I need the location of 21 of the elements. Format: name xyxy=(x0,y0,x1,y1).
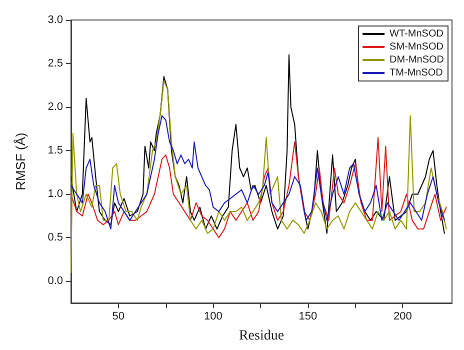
x-tick-label: 100 xyxy=(204,310,222,322)
x-tick-label: 150 xyxy=(298,310,318,322)
y-tick-label: 3.0 xyxy=(48,14,63,26)
x-tick-label: 50 xyxy=(112,310,125,322)
y-tick-label: 1.5 xyxy=(48,144,63,157)
y-tick-label: 2.5 xyxy=(48,58,63,70)
line-series xyxy=(70,80,447,274)
y-tick-label: 1.0 xyxy=(48,188,63,200)
y-tick-label: 0.5 xyxy=(48,232,63,244)
y-tick-label: 0.0 xyxy=(48,275,63,288)
legend-label: SM-MnSOD xyxy=(390,42,444,52)
legend-label: WT-MnSOD xyxy=(390,28,444,40)
x-axis-title: Residue xyxy=(238,328,284,344)
line-series xyxy=(70,115,445,230)
y-tick-label: 2.0 xyxy=(48,101,63,114)
x-tick-label: 200 xyxy=(394,310,412,322)
line-series xyxy=(70,54,445,234)
y-axis-title: RMSF (Å) xyxy=(13,132,28,190)
line-series xyxy=(70,137,447,238)
legend-label: TM-MnSOD xyxy=(390,68,443,78)
legend-label: DM-MnSOD xyxy=(390,54,444,66)
